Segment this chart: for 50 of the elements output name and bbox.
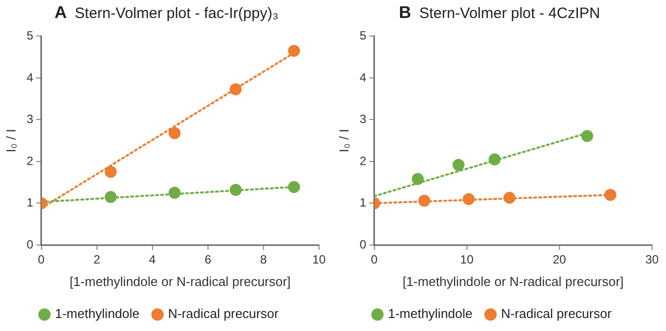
legend-label: N-radical precursor (501, 306, 612, 322)
point (168, 186, 181, 199)
y-tick-label: 4 (360, 70, 367, 84)
chart-title: Stern-Volmer plot - 4CzIPN (419, 5, 600, 22)
legend-label: 1-methylindole (54, 306, 140, 322)
point (462, 193, 475, 206)
y-tick-label: 5 (26, 28, 34, 43)
y-axis-title: I₀ / I (336, 128, 352, 152)
x-tick-label: 0 (38, 252, 45, 267)
point (168, 127, 181, 140)
x-axis-title: [1-methylindole or N-radical precursor] (70, 274, 291, 289)
x-tick-label: 2 (93, 252, 100, 267)
y-tick-label: 3 (26, 112, 34, 126)
y-tick-label: 5 (360, 28, 367, 43)
legend-label: 1-methylindole (388, 306, 473, 322)
y-tick-label: 0 (26, 237, 34, 252)
y-tick-label: 0 (360, 237, 367, 252)
point (581, 130, 594, 142)
x-axis-title: [1-methylindole or N-radical precursor] (402, 274, 624, 289)
point (104, 166, 117, 178)
chart-title: Stern-Volmer plot - fac-Ir(ppy)₃ (74, 5, 278, 22)
y-axis-title: I₀ / I (3, 128, 18, 152)
point (488, 153, 501, 166)
text: B (398, 3, 412, 22)
y-tick-label: 2 (26, 154, 34, 168)
point (230, 83, 242, 96)
point (503, 192, 516, 204)
x-tick-label: 10 (312, 252, 326, 267)
y-tick-label: 1 (26, 196, 34, 210)
legend-label: N-radical precursor (168, 306, 280, 322)
x-tick-label: 8 (260, 252, 268, 267)
x-tick-label: 0 (370, 252, 378, 267)
y-tick-label: 4 (26, 70, 34, 84)
point (288, 180, 300, 193)
point (452, 158, 465, 171)
text: A (54, 3, 67, 22)
point (104, 190, 117, 203)
point (418, 194, 430, 207)
point (604, 188, 616, 201)
point (230, 184, 242, 196)
y-tick-label: 1 (360, 196, 367, 210)
x-tick-label: 30 (645, 252, 659, 267)
x-tick-label: 20 (552, 252, 566, 267)
point (288, 44, 300, 57)
x-tick-label: 4 (149, 252, 156, 267)
x-tick-label: 6 (204, 252, 212, 267)
y-tick-label: 2 (360, 154, 367, 168)
point (412, 173, 424, 186)
x-tick-label: 10 (460, 252, 474, 267)
y-tick-label: 3 (360, 112, 367, 126)
